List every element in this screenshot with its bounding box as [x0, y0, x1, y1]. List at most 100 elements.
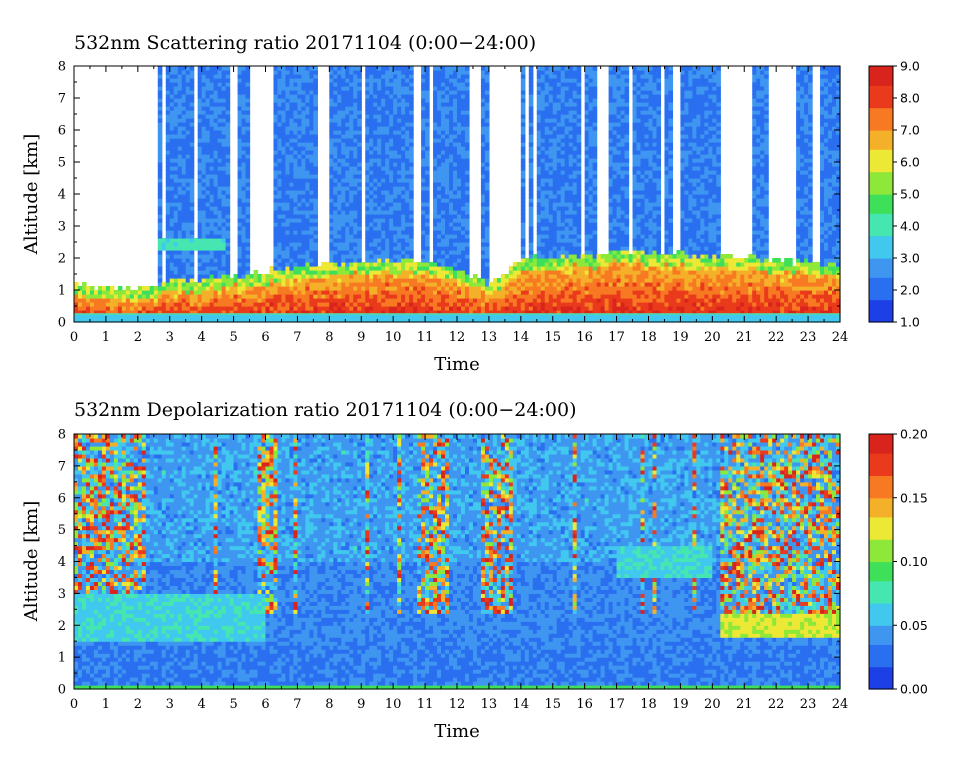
scattering-cell — [297, 78, 302, 83]
scattering-cell — [178, 66, 183, 71]
scattering-cell — [301, 286, 306, 291]
scattering-cell — [210, 254, 215, 259]
scattering-cell — [182, 158, 187, 163]
scattering-cell — [389, 170, 394, 175]
scattering-cell — [218, 126, 223, 131]
scattering-cell — [313, 150, 318, 155]
scattering-cell — [158, 78, 163, 83]
scattering-cell — [170, 82, 175, 87]
scattering-cell — [301, 230, 306, 235]
scattering-cell — [293, 226, 298, 231]
scattering-cell — [170, 286, 175, 291]
scattering-cell — [277, 226, 282, 231]
scattering-cell — [273, 78, 278, 83]
scattering-cell — [222, 286, 227, 291]
scattering-cell — [210, 190, 215, 195]
scattering-cell — [202, 234, 207, 239]
scattering-cell — [170, 230, 175, 235]
scattering-cell — [214, 114, 219, 119]
scattering-cell — [353, 74, 358, 79]
scattering-cell — [281, 162, 286, 167]
scattering-cell — [305, 110, 310, 115]
scattering-cell — [230, 294, 235, 299]
scattering-cell — [82, 298, 87, 303]
scattering-cell — [389, 242, 394, 247]
scattering-cell — [186, 266, 191, 271]
scattering-cell — [158, 166, 163, 171]
scattering-cell — [357, 290, 362, 295]
scattering-cell — [341, 162, 346, 167]
scattering-cell — [154, 306, 159, 311]
scattering-cell — [397, 262, 402, 267]
scattering-cell — [369, 114, 374, 119]
scattering-cell — [305, 74, 310, 79]
scattering-cell — [273, 66, 278, 71]
scattering-cell — [226, 150, 231, 155]
scattering-cell — [385, 170, 390, 175]
scattering-cell — [281, 134, 286, 139]
scattering-cell — [222, 94, 227, 99]
scattering-cell — [166, 82, 171, 87]
scattering-cell — [293, 262, 298, 267]
scattering-cell — [337, 138, 342, 143]
scattering-cell — [333, 202, 338, 207]
scattering-cell — [305, 294, 310, 299]
scattering-cell — [273, 86, 278, 91]
scattering-cell — [190, 262, 195, 267]
scattering-cell — [297, 210, 302, 215]
scattering-cell — [214, 98, 219, 103]
scattering-cell — [194, 238, 199, 243]
scattering-strip — [313, 66, 318, 323]
scattering-cell — [357, 98, 362, 103]
scattering-cell — [277, 130, 282, 135]
scattering-cell — [122, 298, 127, 303]
scattering-cell — [345, 246, 350, 251]
scattering-panel: 532nm Scattering ratio 20171104 (0:00−24… — [21, 32, 920, 375]
scattering-cell — [377, 122, 382, 127]
scattering-cell — [345, 178, 350, 183]
scattering-cell — [226, 138, 231, 143]
scattering-cell — [341, 294, 346, 299]
scattering-cell — [273, 190, 278, 195]
scattering-cell — [345, 250, 350, 255]
scattering-cell — [369, 270, 374, 275]
scattering-cell — [190, 118, 195, 123]
scattering-cell — [190, 166, 195, 171]
scattering-cell — [357, 198, 362, 203]
scattering-cell — [321, 302, 326, 307]
scattering-cell — [389, 146, 394, 151]
scattering-cell — [385, 238, 390, 243]
scattering-cell — [381, 70, 386, 75]
scattering-cell — [301, 174, 306, 179]
scattering-cell — [269, 274, 274, 279]
scattering-cell — [369, 298, 374, 303]
scattering-cell — [222, 110, 227, 115]
scattering-cell — [313, 278, 318, 283]
scattering-cell — [166, 146, 171, 151]
scattering-cell — [202, 154, 207, 159]
scattering-cell — [78, 306, 83, 311]
scattering-cell — [313, 110, 318, 115]
scattering-cell — [369, 306, 374, 311]
scattering-cell — [365, 130, 370, 135]
scattering-cell — [182, 298, 187, 303]
scattering-cell — [182, 194, 187, 199]
scattering-cell — [313, 266, 318, 271]
scattering-cell — [353, 86, 358, 91]
scattering-cell — [301, 290, 306, 295]
scattering-cell — [373, 202, 378, 207]
scattering-cell — [269, 302, 274, 307]
scattering-cell — [305, 158, 310, 163]
scattering-cell — [305, 262, 310, 267]
scattering-cell — [345, 70, 350, 75]
scattering-cell — [341, 194, 346, 199]
scattering-cell — [222, 138, 227, 143]
scattering-cell — [309, 162, 314, 167]
scattering-cell — [393, 302, 398, 307]
scattering-cell — [206, 134, 211, 139]
scattering-cell — [210, 82, 215, 87]
scattering-cell — [246, 98, 251, 103]
scattering-cell — [277, 162, 282, 167]
scattering-cell — [353, 126, 358, 131]
scattering-cell — [238, 210, 243, 215]
